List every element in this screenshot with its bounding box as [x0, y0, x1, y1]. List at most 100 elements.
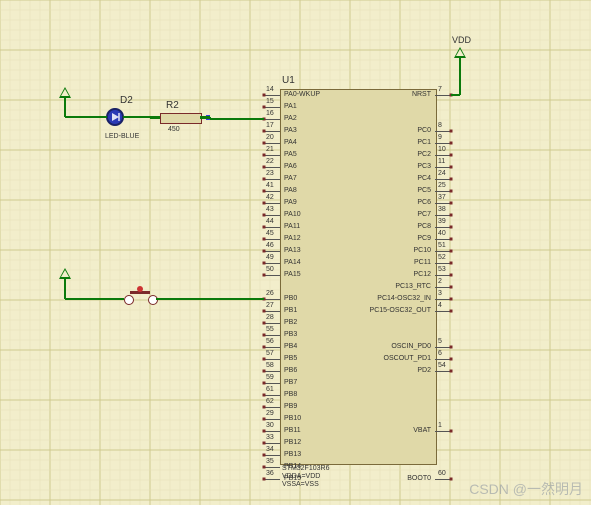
pin-terminal [263, 454, 266, 457]
vdd-label: VDD [452, 35, 471, 45]
button-terminal [148, 295, 158, 305]
pin-label: PB4 [284, 343, 297, 350]
pin-label: PB13 [284, 451, 301, 458]
pin-terminal [263, 166, 266, 169]
pin-number: 57 [266, 350, 274, 357]
pin-line [264, 431, 280, 432]
pin-line [264, 443, 280, 444]
pin-number: 36 [266, 470, 274, 477]
pin-number: 17 [266, 122, 274, 129]
pin-number: 15 [266, 98, 274, 105]
pin-number: 34 [266, 446, 274, 453]
chip-vssa-label: VSSA=VSS [282, 481, 319, 488]
pin-terminal [450, 310, 453, 313]
pin-terminal [263, 202, 266, 205]
wire [64, 98, 66, 117]
pin-number: 61 [266, 386, 274, 393]
pin-terminal [263, 310, 266, 313]
pin-label: PA2 [284, 115, 297, 122]
pin-terminal [450, 346, 453, 349]
pin-terminal [263, 214, 266, 217]
pin-terminal [263, 346, 266, 349]
pin-terminal [263, 370, 266, 373]
pin-line [264, 179, 280, 180]
chip-ref-label: U1 [282, 75, 295, 86]
pin-number: 28 [266, 314, 274, 321]
pin-label: PB2 [284, 319, 297, 326]
pin-label: PB11 [284, 427, 301, 434]
pin-terminal [263, 190, 266, 193]
pin-terminal [263, 334, 266, 337]
pin-label: PC11 [414, 259, 431, 266]
pin-number: 24 [438, 170, 446, 177]
pin-terminal [450, 214, 453, 217]
pin-line [264, 359, 280, 360]
pin-terminal [263, 442, 266, 445]
pin-number: 22 [266, 158, 274, 165]
pin-number: 25 [438, 182, 446, 189]
pin-label: PA9 [284, 199, 297, 206]
pin-terminal [263, 394, 266, 397]
pin-number: 39 [438, 218, 446, 225]
pin-label: PC2 [417, 151, 431, 158]
pin-label: PC0 [417, 127, 431, 134]
pin-terminal [450, 274, 453, 277]
pin-terminal [263, 178, 266, 181]
pin-terminal [450, 286, 453, 289]
pin-label: PA8 [284, 187, 297, 194]
pin-number: 44 [266, 218, 274, 225]
pin-line [264, 251, 280, 252]
resistor-value-label: 450 [168, 126, 180, 133]
pin-number: 2 [438, 278, 442, 285]
pin-label: PB0 [284, 295, 297, 302]
pin-terminal [263, 418, 266, 421]
pin-terminal [450, 178, 453, 181]
pin-number: 23 [266, 170, 274, 177]
pin-number: 5 [438, 338, 442, 345]
pin-number: 55 [266, 326, 274, 333]
pin-line [264, 467, 280, 468]
pin-number: 49 [266, 254, 274, 261]
pin-line [264, 479, 280, 480]
pin-label: PB3 [284, 331, 297, 338]
pin-number: 6 [438, 350, 442, 357]
pin-number: 37 [438, 194, 446, 201]
schematic-canvas: U1 STM32F103R6 VDDA=VDD VSSA=VSS D2 LED-… [0, 0, 591, 505]
pin-terminal [450, 262, 453, 265]
pin-terminal [263, 226, 266, 229]
pin-number: 16 [266, 110, 274, 117]
pin-label: PB10 [284, 415, 301, 422]
pin-number: 41 [266, 182, 274, 189]
wire [65, 298, 120, 300]
pin-number: 42 [266, 194, 274, 201]
pin-line [264, 419, 280, 420]
pin-number: 27 [266, 302, 274, 309]
pin-number: 35 [266, 458, 274, 465]
pin-number: 50 [266, 266, 274, 273]
pin-number: 51 [438, 242, 446, 249]
pin-label: PC13_RTC [395, 283, 431, 290]
pin-label: PC14-OSC32_IN [377, 295, 431, 302]
pin-number: 1 [438, 422, 442, 429]
pin-label: VBAT [413, 427, 431, 434]
pin-label: PB9 [284, 403, 297, 410]
pin-number: 33 [266, 434, 274, 441]
pin-number: 52 [438, 254, 446, 261]
pin-terminal [450, 430, 453, 433]
pin-terminal [450, 142, 453, 145]
pin-terminal [450, 370, 453, 373]
pin-label: PB15 [284, 475, 301, 482]
pin-label: PB14 [284, 463, 301, 470]
pin-number: 14 [266, 86, 274, 93]
pin-number: 10 [438, 146, 446, 153]
pin-line [264, 383, 280, 384]
pin-terminal [263, 478, 266, 481]
pin-label: PC6 [417, 199, 431, 206]
pin-number: 21 [266, 146, 274, 153]
pin-terminal [450, 226, 453, 229]
pin-terminal [450, 298, 453, 301]
pin-line [264, 299, 280, 300]
pin-line [264, 347, 280, 348]
pin-terminal [263, 238, 266, 241]
pin-label: PC5 [417, 187, 431, 194]
